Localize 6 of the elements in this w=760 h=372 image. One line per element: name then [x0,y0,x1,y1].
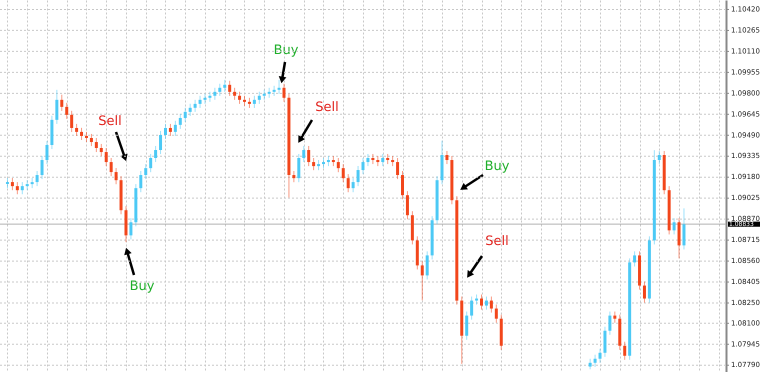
annotation: Buy [274,43,299,58]
annotation: Buy [484,159,510,174]
annotation: Sell [315,100,339,115]
annotation: Sell [98,114,122,129]
annotation: Sell [485,234,509,249]
annotation: Buy [130,279,155,294]
